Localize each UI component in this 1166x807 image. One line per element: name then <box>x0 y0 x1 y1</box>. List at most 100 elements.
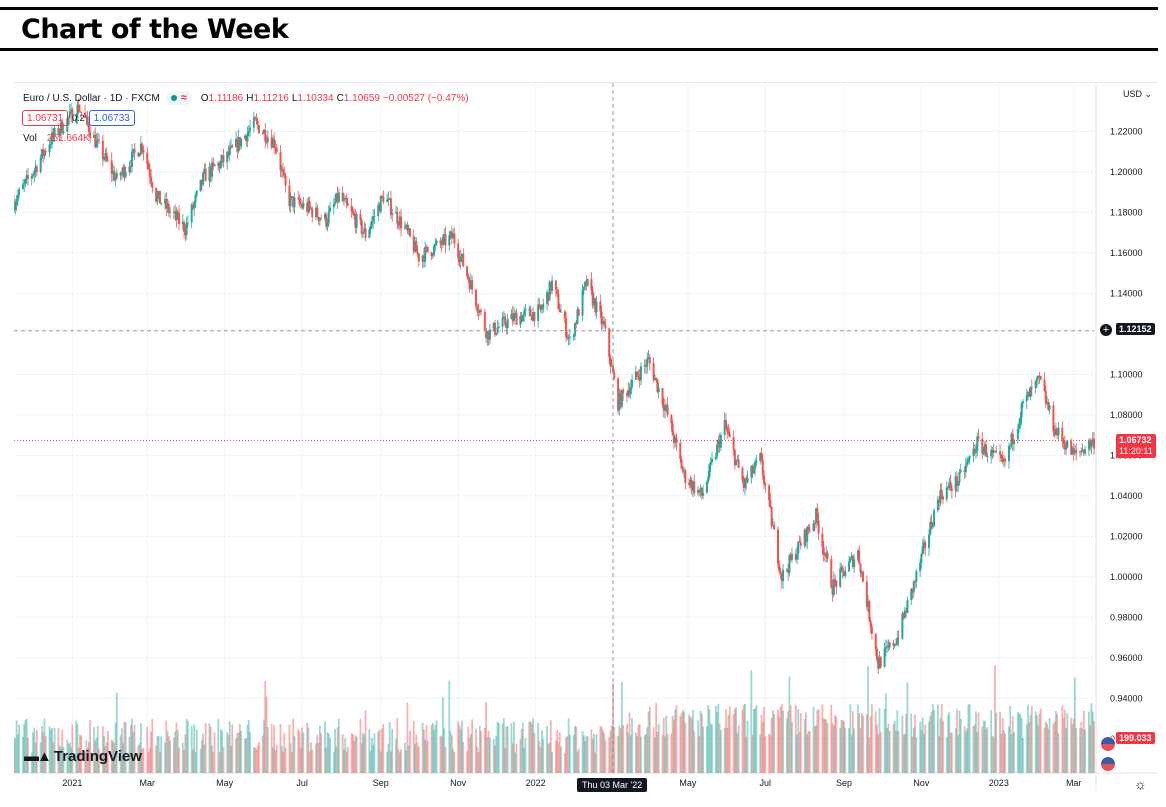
candle-body <box>726 427 729 432</box>
currency-selector[interactable]: USD ⌄ <box>1123 89 1152 100</box>
volume-bar <box>595 734 598 773</box>
volume-bar <box>406 702 409 773</box>
candle-body <box>842 570 845 576</box>
volume-bar <box>362 732 364 773</box>
candle-body <box>796 553 799 560</box>
sell-button[interactable]: 1.06731 <box>22 110 69 126</box>
candle-body <box>592 298 595 306</box>
candle-body <box>727 431 730 435</box>
candle-body <box>497 326 500 328</box>
candle-body <box>929 521 932 535</box>
y-tick-label: 1.14000 <box>1110 288 1143 298</box>
volume-bar <box>1084 729 1087 773</box>
candle-body <box>948 482 951 488</box>
volume-bar <box>618 725 621 773</box>
candle-body <box>636 371 639 376</box>
volume-bar <box>315 743 317 773</box>
candle-body <box>779 571 782 574</box>
flag-icon[interactable] <box>1100 736 1116 752</box>
candle-body <box>807 526 810 531</box>
volume-bar <box>878 708 881 773</box>
volume-bar <box>541 730 543 773</box>
candle-body <box>478 310 481 313</box>
chart-frame[interactable]: 0.920000.940000.960000.980001.000001.020… <box>14 82 1158 799</box>
candle-body <box>1025 395 1028 402</box>
plus-icon[interactable]: + <box>1100 323 1112 336</box>
candle-body <box>514 313 517 315</box>
candle-body <box>733 450 736 466</box>
candle-body <box>584 281 587 287</box>
candle-body <box>199 179 202 191</box>
volume-bar <box>558 732 561 773</box>
flag-icon[interactable] <box>1100 756 1116 772</box>
volume-bar <box>584 741 586 773</box>
candle-body <box>120 172 123 176</box>
candle-body <box>736 459 739 461</box>
buy-button[interactable]: 1.06733 <box>88 110 135 126</box>
volume-bar <box>609 730 612 773</box>
volume-bar <box>1066 713 1069 773</box>
candle-body <box>457 243 460 258</box>
gear-icon[interactable]: ☼ <box>1134 776 1147 792</box>
volume-bar <box>799 713 802 773</box>
symbol-label[interactable]: Euro / U.S. Dollar · 1D · FXCM <box>23 92 160 104</box>
candle-body <box>566 336 569 338</box>
y-tick-label: 0.98000 <box>1110 612 1143 622</box>
volume-bar <box>151 718 154 773</box>
candle-body <box>434 243 437 246</box>
candle-body <box>515 313 518 325</box>
volume-bar <box>62 746 65 773</box>
volume-bar <box>883 708 886 773</box>
x-tick-label: Sep <box>373 778 389 788</box>
volume-bar <box>911 736 914 773</box>
volume-bar <box>306 722 309 773</box>
volume-bar <box>288 724 291 773</box>
candle-body <box>247 130 250 133</box>
candle-body <box>1002 458 1005 462</box>
tradingview-logo[interactable]: ▬▲ TradingView <box>24 748 142 765</box>
volume-bar <box>236 732 239 773</box>
candle-body <box>317 216 320 221</box>
volume-bar <box>735 706 738 773</box>
candle-body <box>1039 376 1042 380</box>
candle-body <box>930 521 933 528</box>
candle-body <box>958 471 961 483</box>
candle-body <box>245 135 248 142</box>
candle-body <box>1073 450 1076 454</box>
candle-body <box>599 301 602 312</box>
y-tick-label: 1.20000 <box>1110 167 1143 177</box>
candle-body <box>661 388 664 405</box>
candle-body <box>719 435 722 448</box>
candle-body <box>1075 450 1078 453</box>
volume-bar <box>317 742 320 773</box>
volume-bar <box>355 736 358 773</box>
price-chart[interactable]: 0.920000.940000.960000.980001.000001.020… <box>14 83 1158 799</box>
candle-body <box>768 485 771 501</box>
volume-bar <box>591 738 594 773</box>
candle-body <box>920 553 923 563</box>
candle-body <box>87 124 90 133</box>
candle-body <box>412 236 415 252</box>
candle-body <box>155 187 158 202</box>
volume-bar <box>741 709 744 773</box>
volume-bar <box>555 740 557 773</box>
low-label: L <box>291 92 298 104</box>
volume-bar <box>812 706 815 773</box>
status-pill[interactable]: ≈ <box>165 91 192 105</box>
volume-bar <box>501 723 504 773</box>
volume-bar <box>483 727 486 773</box>
candle-body <box>643 364 646 367</box>
volume-bar <box>665 715 668 773</box>
volume-label[interactable]: Vol <box>23 133 37 144</box>
volume-bar <box>537 722 540 773</box>
volume-bar <box>1016 712 1019 773</box>
volume-bar <box>208 723 211 773</box>
volume-bar <box>141 749 144 773</box>
candle-body <box>830 558 833 588</box>
candle-body <box>992 451 995 453</box>
volume-bar <box>504 747 507 773</box>
candle-body <box>430 252 433 257</box>
volume-bar <box>326 732 329 773</box>
candle-body <box>1071 448 1074 455</box>
volume-bar <box>822 718 825 773</box>
